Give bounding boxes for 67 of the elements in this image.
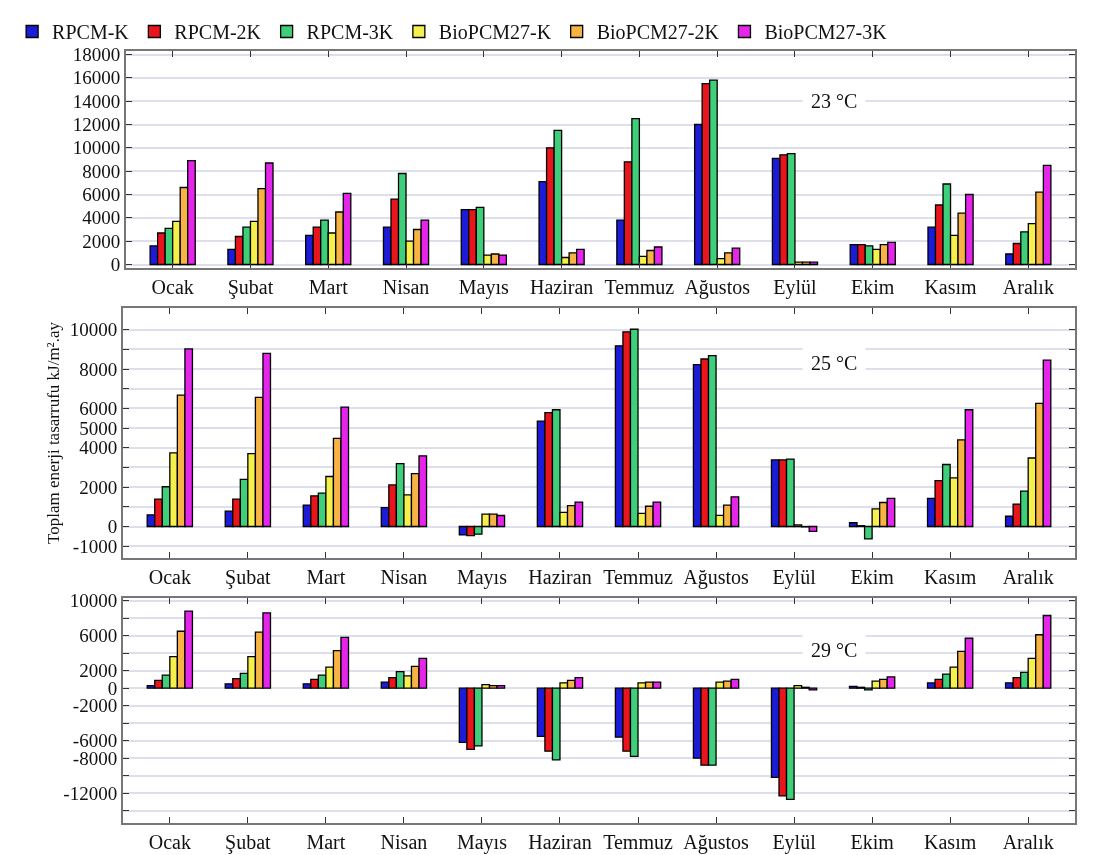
y-tick-label: 0: [110, 254, 121, 276]
y-tick-label: -12000: [63, 782, 118, 804]
y-tick-label: 14000: [72, 90, 121, 112]
legend-label: RPCM-3K: [306, 21, 394, 44]
x-tick-label: Mayıs: [458, 276, 510, 299]
x-tick-label: Kasım: [924, 276, 978, 298]
y-tick-label: 8000: [79, 358, 118, 380]
y-tick-label: 2000: [82, 230, 121, 252]
y-tick-label: 2000: [79, 476, 118, 498]
x-tick-label: Nisan: [380, 566, 428, 588]
x-tick-label: Temmuz: [603, 566, 673, 588]
x-tick-label: Ocak: [148, 566, 191, 588]
legend-label: RPCM-K: [52, 21, 130, 44]
y-tick-label: 16000: [72, 67, 121, 89]
x-tick-label: Kasım: [924, 566, 977, 588]
x-tick-label: Aralık: [1002, 276, 1054, 298]
legend-label: BioPCM27-K: [438, 21, 552, 44]
y-tick-label: 4000: [79, 437, 118, 459]
x-tick-label: Aralık: [1002, 566, 1054, 588]
x-tick-label: Kasım: [924, 831, 977, 853]
y-tick-label: 5000: [79, 417, 118, 439]
y-tick-label: 12000: [72, 114, 121, 136]
x-tick-label: Şubat: [225, 831, 272, 854]
annotation: 29 °C: [811, 639, 858, 661]
y-tick-label: 8000: [82, 160, 121, 182]
y-tick-label: 10000: [69, 319, 118, 341]
x-tick-label: Ocak: [148, 831, 191, 853]
x-tick-label: Şubat: [227, 276, 274, 299]
y-axis-title: Toplam enerji tasarrufu kJ/m².ay: [43, 321, 63, 545]
y-tick-label: 0: [107, 516, 118, 538]
x-tick-label: Ocak: [151, 276, 194, 298]
x-tick-label: Ağustos: [683, 831, 750, 854]
y-tick-label: -1000: [72, 535, 118, 557]
x-tick-label: Haziran: [528, 566, 592, 588]
x-tick-label: Nisan: [380, 831, 428, 853]
x-tick-label: Mart: [306, 566, 346, 588]
x-tick-label: Ekim: [850, 566, 895, 588]
x-tick-label: Eylül: [773, 276, 818, 299]
legend-label: BioPCM27-3K: [764, 21, 888, 44]
x-tick-label: Ağustos: [683, 566, 750, 589]
x-tick-label: Ağustos: [684, 276, 751, 299]
y-tick-label: 6000: [79, 625, 118, 647]
x-tick-label: Şubat: [225, 566, 272, 589]
x-tick-label: Eylül: [772, 831, 817, 854]
x-tick-label: Aralık: [1002, 831, 1054, 853]
x-tick-label: Temmuz: [604, 276, 675, 298]
y-tick-label: 18000: [72, 44, 121, 66]
y-tick-label: 10000: [72, 137, 121, 159]
y-tick-label: 6000: [82, 184, 121, 206]
x-tick-label: Temmuz: [603, 831, 673, 853]
annotation: 25 °C: [811, 352, 858, 374]
x-tick-label: Ekim: [851, 276, 895, 298]
x-tick-label: Mart: [306, 831, 346, 853]
x-tick-label: Ekim: [850, 831, 895, 853]
x-tick-label: Haziran: [529, 276, 594, 298]
y-tick-label: 10000: [69, 590, 118, 612]
legend-label: BioPCM27-2K: [596, 21, 720, 44]
x-tick-label: Mayıs: [456, 566, 508, 589]
legend-label: RPCM-2K: [174, 21, 262, 44]
y-tick-label: 6000: [79, 398, 118, 420]
x-tick-label: Nisan: [382, 276, 430, 298]
x-tick-label: Mayıs: [456, 831, 508, 854]
y-tick-label: 4000: [82, 207, 121, 229]
x-tick-label: Eylül: [772, 566, 817, 589]
annotation: 23 °C: [811, 90, 858, 112]
x-tick-label: Haziran: [528, 831, 592, 853]
x-tick-label: Mart: [308, 276, 349, 298]
